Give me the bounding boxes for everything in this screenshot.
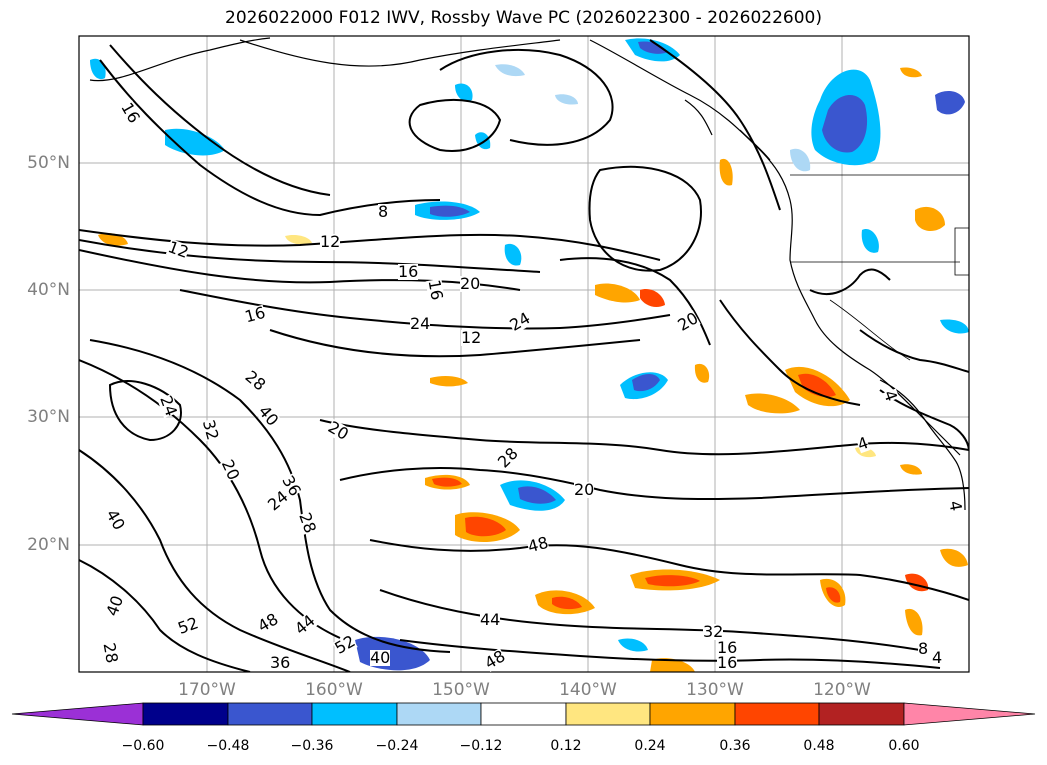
contour-label: 12: [320, 232, 341, 251]
colorbar-tick-label: −0.48: [206, 738, 250, 754]
colorbar-swatch: [734, 702, 820, 726]
lon-label: 170°W: [178, 680, 236, 700]
contour-label: 8: [918, 639, 929, 658]
contour-label: 4: [932, 648, 943, 667]
lat-label: 40°N: [27, 280, 70, 300]
colorbar-swatch: [818, 702, 905, 726]
colorbar-extend-max: [903, 702, 1036, 726]
contour-label: 12: [461, 328, 482, 347]
negative-anomaly-patches: [90, 38, 969, 671]
contour-label: 40: [370, 648, 391, 667]
colorbar-tick-label: −0.60: [121, 738, 165, 754]
iwv-contours: [79, 39, 969, 672]
positive-anomaly-patches: [98, 67, 968, 672]
colorbar-swatch: [142, 702, 229, 726]
lon-label: 140°W: [559, 680, 617, 700]
contour-label: 36: [270, 653, 291, 672]
colorbar-swatch: [649, 702, 736, 726]
colorbar-extend-min: [11, 702, 144, 726]
colorbar-swatch: [227, 702, 313, 726]
colorbar-tick-label: 0.48: [803, 738, 835, 754]
colorbar-tick-label: 0.12: [550, 738, 582, 754]
lat-label: 50°N: [27, 153, 70, 173]
colorbar-tick-label: 0.36: [719, 738, 751, 754]
contour-label: 8: [378, 202, 389, 221]
contour-label: 44: [480, 610, 501, 629]
colorbar-tick-label: 0.60: [888, 738, 920, 754]
contour-label: 16: [424, 278, 447, 302]
colorbar: [11, 702, 1036, 726]
lon-label: 150°W: [432, 680, 490, 700]
contour-label: 16: [717, 638, 738, 657]
lat-label: 20°N: [27, 535, 70, 555]
contour-label: 20: [574, 480, 595, 499]
colorbar-tick-label: −0.12: [459, 738, 503, 754]
borders: [790, 174, 969, 361]
map-title: 2026022000 F012 IWV, Rossby Wave PC (202…: [225, 8, 822, 28]
lat-label: 30°N: [27, 407, 70, 427]
contour-label: 24: [410, 314, 431, 333]
colorbar-tick-label: 0.24: [634, 738, 666, 754]
colorbar-tick-label: −0.36: [290, 738, 334, 754]
plot-frame: [78, 35, 970, 673]
contour-label: 32: [703, 622, 724, 641]
colorbar-tick-label: −0.24: [375, 738, 419, 754]
lon-label: 120°W: [813, 680, 871, 700]
contour-label: 16: [717, 653, 738, 672]
lon-label: 160°W: [305, 680, 363, 700]
contour-label: 16: [398, 262, 419, 281]
colorbar-swatch: [311, 702, 398, 726]
contour-label: 28: [99, 641, 122, 665]
lon-label: 130°W: [686, 680, 744, 700]
colorbar-swatch: [480, 702, 567, 726]
contour-label: 32: [198, 417, 223, 443]
contour-label: 20: [460, 274, 481, 293]
colorbar-swatch: [565, 702, 651, 726]
colorbar-swatch: [396, 702, 482, 726]
